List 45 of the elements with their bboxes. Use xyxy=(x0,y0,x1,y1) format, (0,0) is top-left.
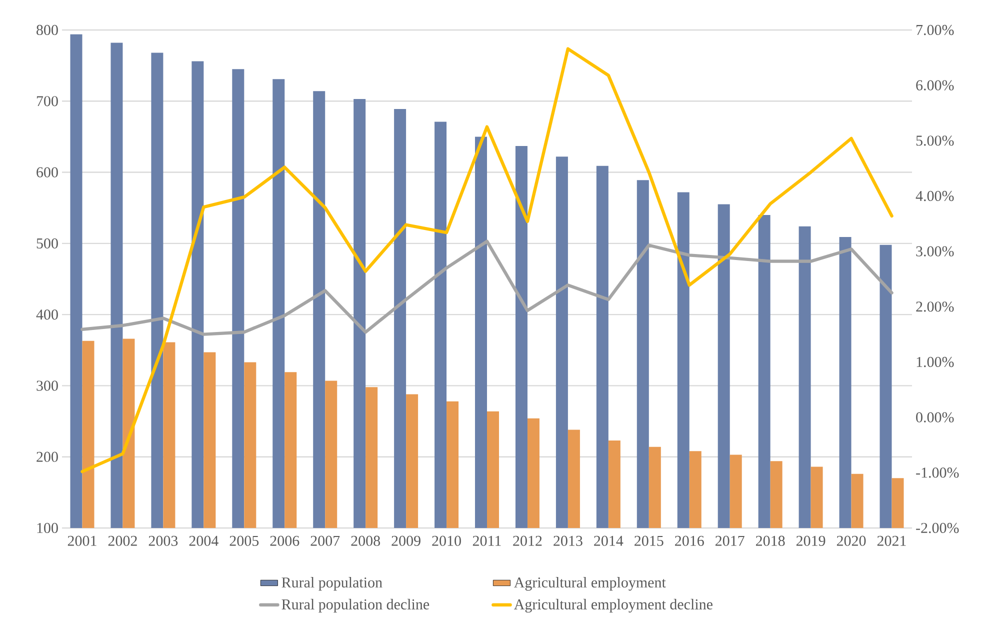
legend-label: Rural population xyxy=(282,577,382,591)
line-series xyxy=(80,47,894,474)
x-tick-label: 2009 xyxy=(392,536,420,546)
y2-tick-label: 3.00% xyxy=(916,246,954,256)
y2-tick-label: 7.00% xyxy=(916,24,954,36)
y2-tick-label: -2.00% xyxy=(916,522,959,534)
y2-tick-label: 1.00% xyxy=(916,356,954,368)
x-tick-label: 2012 xyxy=(513,536,542,546)
y-tick-label: 700 xyxy=(36,96,58,106)
y2-tick-label: 6.00% xyxy=(916,80,954,90)
x-tick-label: 2017 xyxy=(716,536,744,546)
x-tick-label: 2016 xyxy=(675,536,704,546)
x-tick-label: 2018 xyxy=(756,536,785,546)
y-tick-label: 800 xyxy=(36,24,58,36)
y-tick-label: 600 xyxy=(36,167,58,178)
legend-label: Agricultural employment xyxy=(514,577,666,591)
x-tick-label: 2021 xyxy=(877,536,906,546)
x-tick-label: 2004 xyxy=(189,536,218,546)
x-tick-label: 2005 xyxy=(230,536,259,546)
x-tick-label: 2001 xyxy=(68,536,96,546)
y-tick-label: 500 xyxy=(36,238,58,248)
legend-label: Agricultural employment decline xyxy=(514,598,712,613)
x-tick-label: 2011 xyxy=(472,536,501,546)
x-tick-label: 2019 xyxy=(796,536,826,546)
y2-tick-label: 2.00% xyxy=(916,302,954,312)
line-series xyxy=(80,240,894,336)
y-tick-label: 400 xyxy=(36,310,58,320)
x-tick-label: 2002 xyxy=(108,536,137,546)
x-tick-label: 2007 xyxy=(310,536,340,546)
x-tick-label: 2014 xyxy=(594,536,624,546)
x-tick-label: 2003 xyxy=(148,536,178,546)
legend-label: Rural population decline xyxy=(282,598,430,613)
y-tick-label: 200 xyxy=(36,452,58,462)
x-tick-label: 2010 xyxy=(432,536,461,546)
x-tick-label: 2006 xyxy=(270,536,300,546)
y2-tick-label: 0.00% xyxy=(916,412,954,422)
y2-tick-label: -1.00% xyxy=(916,468,959,478)
x-tick-label: 2008 xyxy=(351,536,380,546)
y2-tick-label: 5.00% xyxy=(916,136,954,146)
y-tick-label: 300 xyxy=(36,380,58,391)
x-tick-label: 2015 xyxy=(634,536,664,546)
y-tick-label: 100 xyxy=(37,522,58,534)
x-tick-label: 2020 xyxy=(836,536,866,546)
x-tick-label: 2013 xyxy=(554,536,582,546)
y2-tick-label: 4.00% xyxy=(916,190,954,202)
